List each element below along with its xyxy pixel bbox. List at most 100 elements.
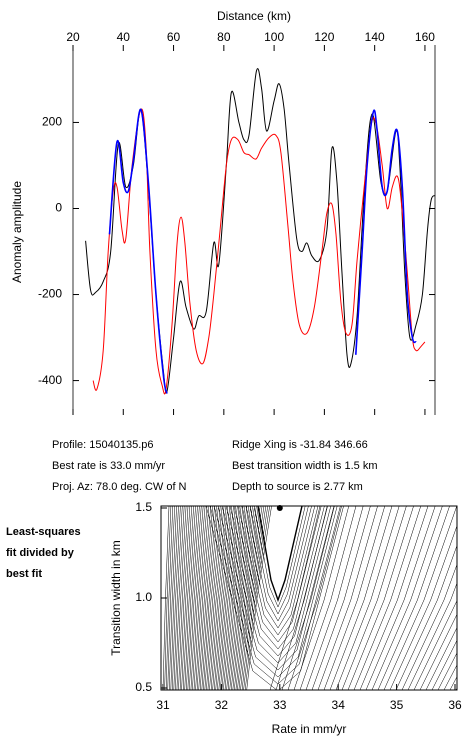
contour-line — [293, 506, 350, 690]
contour-line — [192, 506, 206, 690]
contour-line — [253, 506, 306, 608]
info-text: Best transition width is 1.5 km — [232, 460, 378, 472]
x-tick-label: 31 — [156, 698, 170, 712]
contour-line — [175, 506, 185, 690]
x-tick-label: 40 — [117, 30, 131, 44]
contour-line — [395, 544, 457, 690]
contour-line — [377, 506, 450, 690]
contour-line — [190, 506, 204, 690]
contour-line — [207, 506, 225, 690]
data-line — [108, 108, 417, 394]
info-text: Profile: 15040135.p6 — [52, 439, 154, 451]
best-fit-point — [276, 505, 283, 511]
contour-line — [419, 613, 457, 690]
y-tick-label: 1.5 — [135, 500, 152, 514]
info-text: Depth to source is 2.77 km — [232, 481, 363, 493]
contour-line — [269, 506, 321, 690]
x-tick-label: 34 — [332, 698, 346, 712]
x-axis-title: Distance (km) — [217, 9, 291, 23]
contour-line — [199, 506, 215, 690]
y-tick-label: 0.5 — [135, 680, 152, 694]
contour-line — [443, 664, 457, 690]
contour-line — [218, 506, 238, 690]
contour-line — [389, 525, 457, 690]
x-tick-label: 80 — [217, 30, 231, 44]
info-text: Proj. Az: 78.0 deg. CW of N — [52, 481, 187, 493]
contour-line — [383, 506, 457, 690]
contour-line — [413, 600, 457, 690]
contour-line — [213, 506, 232, 690]
side-note: best fit — [6, 568, 42, 580]
contour-line — [437, 652, 457, 690]
contour-line — [229, 506, 325, 650]
contour-line — [184, 506, 196, 690]
contour-line — [186, 506, 198, 690]
contour-line — [217, 506, 236, 690]
contour-line — [165, 506, 174, 690]
data-line — [92, 108, 426, 395]
contour-line — [238, 506, 263, 690]
contour-line — [335, 506, 400, 690]
contour-line — [201, 506, 217, 690]
contour-line — [287, 506, 342, 690]
contour-line — [220, 506, 240, 690]
y-tick-label: 1.0 — [135, 590, 152, 604]
contour-line — [237, 506, 261, 690]
contour-line — [241, 506, 316, 629]
contour-line — [347, 506, 414, 690]
contour-line — [431, 639, 457, 690]
contour-line — [162, 506, 170, 690]
contour-line — [275, 506, 328, 690]
contour-line — [225, 506, 328, 657]
contour-line — [449, 676, 457, 690]
x-tick-label: 160 — [415, 30, 435, 44]
side-note: Least-squares — [6, 526, 81, 538]
contour-line — [203, 506, 219, 690]
info-text: Best rate is 33.0 mm/yr — [52, 460, 165, 472]
contour-line — [226, 506, 248, 690]
contour-line — [341, 506, 407, 690]
contour-line — [237, 506, 319, 636]
x-tick-label: 32 — [215, 698, 229, 712]
contour-line — [196, 506, 212, 690]
contour-line — [195, 506, 210, 690]
contour-line — [235, 506, 259, 690]
contour-line — [359, 506, 429, 690]
contour-line — [365, 506, 436, 690]
contour-line — [172, 506, 181, 690]
contour-line — [217, 506, 335, 671]
contour-line — [182, 506, 194, 690]
side-note: fit divided by — [6, 547, 75, 559]
contour-line — [317, 506, 378, 690]
x-tick-label: 100 — [264, 30, 284, 44]
contour-line — [249, 506, 309, 615]
contour-line — [305, 506, 364, 690]
contour-line — [181, 506, 193, 690]
x-tick-label: 20 — [66, 30, 80, 44]
x-tick-label: 140 — [365, 30, 385, 44]
y-axis-title: Transition width in km — [109, 540, 123, 656]
contour-line — [232, 506, 255, 690]
contour-line — [205, 506, 344, 690]
contour-line — [257, 506, 303, 603]
contour-line — [407, 582, 457, 690]
contour-line — [281, 506, 335, 690]
contour-line — [213, 506, 338, 678]
contour-line — [176, 506, 187, 690]
contour-line — [223, 506, 244, 690]
contour-line — [206, 506, 223, 690]
contour-line — [189, 506, 202, 690]
y-tick-label: 200 — [42, 115, 62, 129]
contour-line — [178, 506, 189, 690]
x-tick-label: 60 — [167, 30, 181, 44]
contour-line — [198, 506, 213, 690]
x-tick-label: 33 — [273, 698, 287, 712]
contour-line — [170, 506, 179, 690]
x-axis-title: Rate in mm/yr — [272, 722, 347, 736]
contour-line — [299, 506, 357, 690]
contour-line — [215, 506, 234, 690]
x-tick-label: 36 — [448, 698, 462, 712]
contour-line — [241, 506, 267, 690]
contour-line — [234, 506, 257, 690]
